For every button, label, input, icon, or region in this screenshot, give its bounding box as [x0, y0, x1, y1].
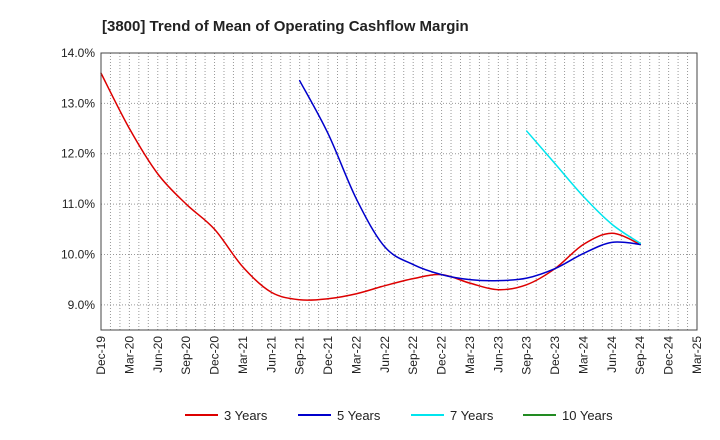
- legend-label: 7 Years: [450, 408, 494, 423]
- x-tick-label: Mar-24: [576, 336, 590, 374]
- grid: [101, 52, 697, 330]
- x-tick-label: Sep-23: [520, 336, 534, 375]
- x-tick-label: Mar-21: [236, 336, 250, 374]
- legend-label: 3 Years: [224, 408, 268, 423]
- legend: 3 Years 5 Years 7 Years 10 Years: [185, 408, 613, 423]
- chart-title: [3800] Trend of Mean of Operating Cashfl…: [102, 18, 469, 35]
- y-tick-label: 10.0%: [61, 247, 95, 261]
- y-tick-label: 13.0%: [61, 96, 95, 110]
- x-tick-label: Jun-20: [151, 336, 165, 373]
- x-axis-tick-labels: Dec-19 Mar-20 Jun-20 Sep-20 Dec-20 Mar-21 Jun-…: [94, 336, 704, 375]
- x-tick-label: Jun-22: [378, 336, 392, 373]
- x-tick-label: Sep-24: [633, 336, 647, 375]
- plot-frame: [100, 52, 698, 331]
- y-tick-label: 9.0%: [68, 298, 96, 312]
- legend-label: 10 Years: [562, 408, 613, 423]
- x-tick-label: Sep-21: [293, 336, 307, 375]
- x-tick-label: Jun-21: [264, 336, 278, 373]
- y-tick-label: 11.0%: [62, 197, 95, 211]
- x-tick-label: Mar-25: [690, 336, 704, 374]
- x-tick-label: Sep-22: [406, 336, 420, 375]
- y-axis-tick-labels: 9.0% 10.0% 11.0% 12.0% 13.0% 14.0%: [61, 46, 95, 312]
- series-lines: [100, 72, 641, 301]
- x-tick-label: Mar-22: [349, 336, 363, 374]
- x-tick-label: Dec-21: [321, 336, 335, 375]
- x-tick-label: Dec-20: [208, 336, 222, 375]
- x-tick-label: Jun-23: [491, 336, 505, 373]
- x-tick-label: Jun-24: [605, 336, 619, 373]
- x-tick-label: Dec-23: [548, 336, 562, 375]
- legend-label: 5 Years: [337, 408, 381, 423]
- x-tick-label: Dec-24: [662, 336, 676, 375]
- x-tick-label: Dec-19: [94, 336, 108, 375]
- x-tick-label: Dec-22: [435, 336, 449, 375]
- series-line-5-years: [298, 79, 641, 282]
- y-tick-label: 12.0%: [61, 147, 95, 161]
- x-tick-label: Mar-20: [122, 336, 136, 374]
- x-tick-label: Sep-20: [179, 336, 193, 375]
- x-tick-label: Mar-23: [463, 336, 477, 374]
- y-tick-label: 14.0%: [61, 46, 95, 60]
- series-line-7-years: [525, 130, 641, 245]
